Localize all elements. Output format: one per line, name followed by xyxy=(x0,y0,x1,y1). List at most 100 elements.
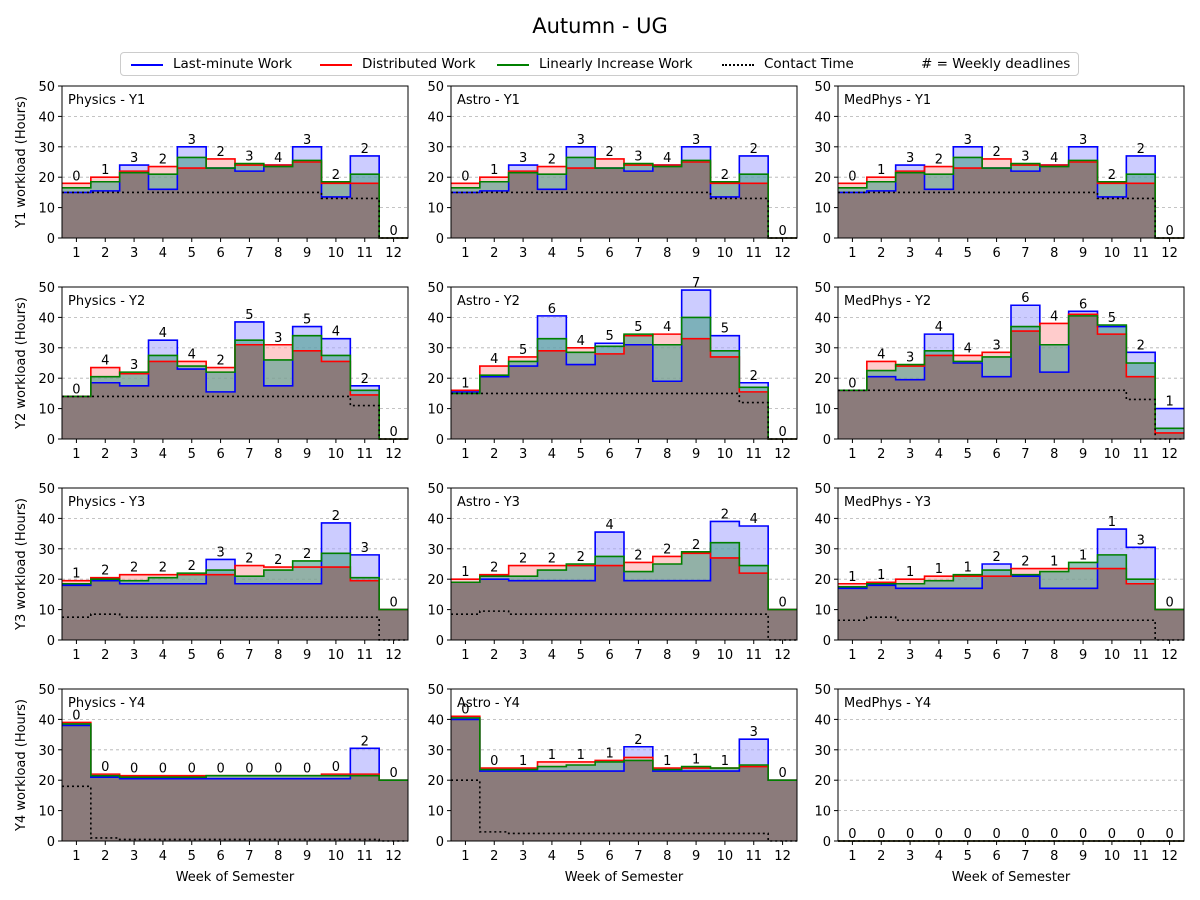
deadline-label: 2 xyxy=(1137,142,1145,157)
x-tick-label: 1 xyxy=(848,447,856,462)
x-tick-label: 1 xyxy=(461,648,469,663)
y-tick-label: 10 xyxy=(814,202,831,217)
x-tick-label: 11 xyxy=(1132,849,1149,864)
deadline-label: 0 xyxy=(1079,827,1087,842)
y-tick-label: 10 xyxy=(814,403,831,418)
deadline-label: 0 xyxy=(1165,224,1173,239)
deadline-label: 2 xyxy=(361,142,369,157)
x-tick-label: 3 xyxy=(130,849,138,864)
series-line-last-minute xyxy=(62,146,408,239)
legend-swatch-distributed xyxy=(320,64,352,66)
x-tick-label: 2 xyxy=(101,849,109,864)
series-line-linear xyxy=(62,156,408,239)
deadline-label: 2 xyxy=(548,153,556,168)
x-tick-label: 3 xyxy=(906,648,914,663)
y-tick-label: 30 xyxy=(38,744,55,759)
deadline-label: 0 xyxy=(992,827,1000,842)
y-tick-label: 30 xyxy=(427,342,444,357)
deadline-label: 4 xyxy=(101,354,109,369)
x-tick-label: 11 xyxy=(1132,447,1149,462)
series-line-linear xyxy=(62,334,408,440)
x-tick-label: 9 xyxy=(692,246,700,261)
x-tick-label: 4 xyxy=(159,246,167,261)
x-tick-label: 8 xyxy=(1050,447,1058,462)
series-line-contact xyxy=(451,610,797,641)
x-tick-label: 1 xyxy=(72,246,80,261)
panel-label: Astro - Y1 xyxy=(457,93,520,108)
x-tick-label: 6 xyxy=(605,246,613,261)
deadline-label: 1 xyxy=(577,748,585,763)
x-tick-label: 12 xyxy=(774,648,791,663)
deadline-label: 0 xyxy=(1165,596,1173,611)
x-tick-label: 12 xyxy=(385,648,402,663)
deadline-label: 0 xyxy=(964,827,972,842)
x-tick-label: 10 xyxy=(717,849,734,864)
x-tick-label: 6 xyxy=(216,447,224,462)
deadline-label: 3 xyxy=(1079,133,1087,148)
deadline-label: 0 xyxy=(130,762,138,777)
x-tick-label: 2 xyxy=(101,447,109,462)
x-tick-label: 1 xyxy=(848,849,856,864)
x-tick-label: 4 xyxy=(548,648,556,663)
deadline-label: 0 xyxy=(461,169,469,184)
axes-frame xyxy=(61,487,409,641)
y-tick-label: 50 xyxy=(427,80,444,95)
x-tick-label: 9 xyxy=(692,849,700,864)
x-tick-label: 5 xyxy=(964,246,972,261)
deadline-label: 5 xyxy=(1108,311,1116,326)
x-tick-label: 9 xyxy=(303,849,311,864)
deadline-label: 3 xyxy=(906,351,914,366)
series-line-linear xyxy=(451,541,797,611)
deadline-label: 2 xyxy=(692,538,700,553)
x-tick-label: 7 xyxy=(1021,648,1029,663)
deadline-label: 1 xyxy=(72,567,80,582)
x-tick-label: 2 xyxy=(101,246,109,261)
y-tick-label: 40 xyxy=(38,311,55,326)
deadline-label: 0 xyxy=(1108,827,1116,842)
y-tick-label: 0 xyxy=(823,433,831,448)
deadline-label: 2 xyxy=(245,552,253,567)
x-tick-label: 5 xyxy=(577,849,585,864)
x-tick-label: 10 xyxy=(1104,849,1121,864)
deadline-label: 0 xyxy=(216,762,224,777)
axes-frame xyxy=(61,688,409,842)
y-tick-label: 20 xyxy=(427,774,444,789)
deadline-label: 0 xyxy=(1137,827,1145,842)
series-line-contact xyxy=(62,395,408,440)
y-tick-label: 10 xyxy=(427,604,444,619)
deadline-label: 4 xyxy=(274,151,282,166)
deadline-label: 3 xyxy=(274,331,282,346)
x-tick-label: 7 xyxy=(1021,849,1029,864)
panel-label: MedPhys - Y4 xyxy=(844,696,931,711)
x-axis-label: Week of Semester xyxy=(565,870,684,885)
deadline-label: 2 xyxy=(101,564,109,579)
deadline-label: 0 xyxy=(188,762,196,777)
legend-swatch-linear xyxy=(497,64,529,66)
deadline-label: 4 xyxy=(490,352,498,367)
deadline-label: 2 xyxy=(1137,338,1145,353)
x-tick-label: 5 xyxy=(188,648,196,663)
x-tick-label: 4 xyxy=(935,447,943,462)
deadline-label: 0 xyxy=(778,596,786,611)
x-tick-label: 5 xyxy=(964,849,972,864)
x-tick-label: 7 xyxy=(245,648,253,663)
x-tick-label: 3 xyxy=(906,849,914,864)
deadline-label: 2 xyxy=(159,153,167,168)
deadline-label: 0 xyxy=(906,827,914,842)
series-line-last-minute xyxy=(838,146,1184,239)
y-tick-label: 20 xyxy=(427,573,444,588)
x-tick-label: 3 xyxy=(130,447,138,462)
deadline-label: 5 xyxy=(605,329,613,344)
x-tick-label: 6 xyxy=(216,849,224,864)
x-tick-label: 6 xyxy=(992,246,1000,261)
deadline-label: 2 xyxy=(721,507,729,522)
x-tick-label: 9 xyxy=(1079,648,1087,663)
y-tick-label: 20 xyxy=(38,171,55,186)
x-tick-label: 2 xyxy=(877,849,885,864)
